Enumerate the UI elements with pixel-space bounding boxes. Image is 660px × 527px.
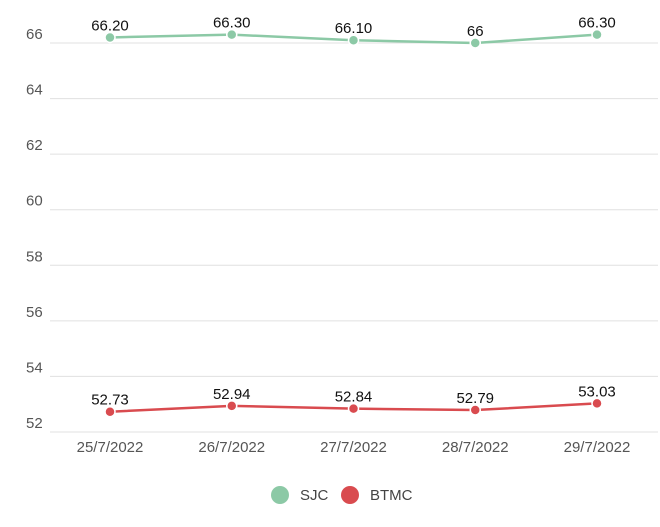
y-tick-label: 52: [26, 415, 43, 432]
y-axis-ticks: 52 54 56 58 60 62 64 66: [26, 26, 43, 432]
y-tick-label: 62: [26, 137, 43, 154]
data-label: 66: [467, 23, 484, 40]
data-label: 52.94: [213, 386, 251, 403]
legend-label: BTMC: [370, 487, 413, 504]
legend-marker: [271, 486, 289, 504]
y-tick-label: 56: [26, 304, 43, 321]
data-label: 53.03: [578, 383, 616, 400]
y-tick-label: 60: [26, 193, 43, 210]
data-label: 66.20: [91, 17, 129, 34]
data-label: 52.73: [91, 392, 129, 409]
data-label: 52.79: [456, 390, 494, 407]
data-label: 66.10: [335, 20, 373, 37]
data-point[interactable]: [226, 400, 238, 412]
data-label: 66.30: [213, 15, 251, 32]
y-tick-label: 54: [26, 359, 43, 376]
x-tick-label: 28/7/2022: [442, 439, 509, 456]
legend[interactable]: SJC BTMC: [271, 486, 413, 504]
legend-item-btmc[interactable]: BTMC: [341, 486, 413, 504]
data-point[interactable]: [104, 405, 116, 418]
data-point[interactable]: [347, 402, 360, 415]
y-tick-label: 66: [26, 26, 43, 43]
y-tick-label: 64: [26, 82, 43, 99]
data-label: 52.84: [335, 389, 373, 406]
y-tick-label: 58: [26, 248, 43, 265]
data-point[interactable]: [469, 404, 481, 416]
data-point[interactable]: [347, 34, 360, 46]
series-sjc: 66.20 66.30 66.10 66 66.30: [91, 15, 616, 49]
x-tick-label: 27/7/2022: [320, 439, 387, 456]
series-btmc: 52.73 52.94 52.84 52.79 53.03: [91, 383, 616, 418]
data-point[interactable]: [226, 28, 238, 41]
x-tick-label: 25/7/2022: [77, 439, 144, 456]
legend-item-sjc[interactable]: SJC: [271, 486, 329, 504]
x-tick-label: 26/7/2022: [198, 439, 265, 456]
data-point[interactable]: [469, 37, 481, 49]
grid: [50, 42, 658, 433]
data-label: 66.30: [578, 15, 616, 32]
legend-label: SJC: [300, 487, 329, 504]
data-point[interactable]: [591, 28, 603, 41]
legend-marker: [341, 486, 359, 504]
x-tick-label: 29/7/2022: [564, 439, 631, 456]
data-point[interactable]: [591, 397, 603, 410]
data-point[interactable]: [104, 31, 116, 44]
x-axis-ticks: 25/7/2022 26/7/2022 27/7/2022 28/7/2022 29/7…: [77, 439, 631, 456]
